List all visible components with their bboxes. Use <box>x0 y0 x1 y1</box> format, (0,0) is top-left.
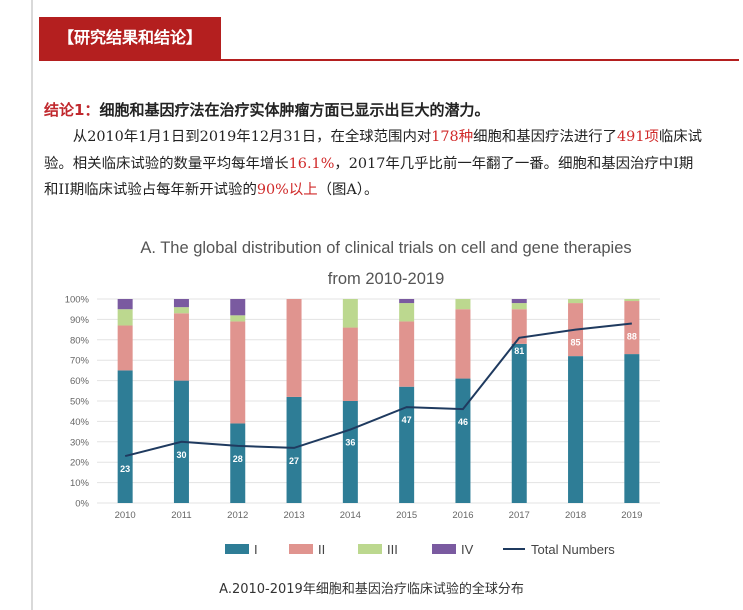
bar-segment-II-2017 <box>511 309 527 344</box>
bar-segment-I-2018 <box>568 356 584 503</box>
legend-label-III: III <box>387 542 398 557</box>
summary-paragraph: 从2010年1月1日到2019年12月31日，在全球范围内对178种细胞和基因疗… <box>44 124 704 204</box>
bar-segment-II-2013 <box>286 299 302 397</box>
para-text-1: 从2010年1月1日到2019年12月31日，在全球范围内对 <box>72 129 432 145</box>
total-data-label: 30 <box>176 450 186 460</box>
y-tick-label: 90% <box>70 315 90 326</box>
y-tick-label: 60% <box>70 376 90 387</box>
chart-title-line2: from 2010-2019 <box>328 270 445 288</box>
bar-segment-II-2012 <box>230 321 246 424</box>
total-data-label: 27 <box>289 456 299 466</box>
bar-segment-III-2011 <box>173 307 189 314</box>
total-numbers-line <box>124 322 632 458</box>
bar-segment-III-2010 <box>117 309 133 326</box>
para-highlight-1: 178种 <box>431 129 474 145</box>
para-text-2: 细胞和基因疗法进行了 <box>473 129 618 145</box>
bar-segment-III-2015 <box>399 303 415 322</box>
y-tick-label: 10% <box>70 478 90 489</box>
bar-segment-IV-2012 <box>230 299 246 316</box>
total-data-label: 47 <box>402 415 412 425</box>
legend-label-II: II <box>318 542 325 557</box>
total-data-label: 36 <box>345 438 355 448</box>
legend-label-IV: IV <box>461 542 474 557</box>
total-data-label: 23 <box>120 464 130 474</box>
para-highlight-3: 16.1% <box>288 155 335 172</box>
bar-segment-I-2014 <box>342 401 358 503</box>
total-data-label: 28 <box>233 454 243 464</box>
bar-segment-III-2018 <box>568 299 584 304</box>
bar-segment-III-2019 <box>624 299 640 302</box>
bar-segment-I-2012 <box>230 423 246 503</box>
legend-swatch-I <box>225 544 249 554</box>
y-tick-label: 30% <box>70 437 90 448</box>
x-tick-label: 2017 <box>509 510 530 521</box>
bar-segment-I-2015 <box>399 386 415 503</box>
legend-label-I: I <box>254 542 258 557</box>
bar-segment-I-2016 <box>455 378 471 503</box>
para-text-5: （图A）。 <box>317 182 379 198</box>
x-tick-label: 2015 <box>396 510 417 521</box>
legend-label-total: Total Numbers <box>531 542 615 557</box>
x-tick-label: 2016 <box>452 510 473 521</box>
x-tick-label: 2013 <box>283 510 304 521</box>
y-tick-label: 100% <box>65 295 90 306</box>
total-data-label: 88 <box>627 331 637 341</box>
para-text-3: 临床试验。相关临床试验的数量平均每年增长 <box>44 129 703 172</box>
legend-swatch-IV <box>432 544 456 554</box>
x-tick-label: 2010 <box>115 510 136 521</box>
legend-swatch-II <box>289 544 313 554</box>
y-tick-label: 70% <box>70 356 90 367</box>
para-text-4: ，2017年几乎比前一年翻了一番。细胞和基因治疗中I期和II期临床试验占每年新开… <box>44 155 694 199</box>
header-underline <box>39 59 739 61</box>
bar-segment-IV-2015 <box>399 299 415 304</box>
bar-segment-I-2017 <box>511 343 527 503</box>
bar-segment-III-2017 <box>511 303 527 310</box>
section-header: 【研究结果和结论】 <box>39 17 221 59</box>
bar-segment-II-2014 <box>342 327 358 401</box>
left-divider <box>31 0 33 610</box>
bar-segment-I-2019 <box>624 354 640 503</box>
bar-segment-IV-2011 <box>173 299 189 308</box>
legend-swatch-III <box>358 544 382 554</box>
conclusion-text: 细胞和基因疗法在治疗实体肿瘤方面已显示出巨大的潜力。 <box>99 101 490 119</box>
para-highlight-2: 491项 <box>617 129 659 145</box>
conclusion-label: 结论1： <box>44 101 100 119</box>
x-tick-label: 2014 <box>340 510 361 521</box>
bar-segment-III-2014 <box>342 299 358 328</box>
x-tick-label: 2019 <box>621 510 642 521</box>
bar-segment-II-2019 <box>624 301 640 355</box>
bar-segment-II-2016 <box>455 309 471 379</box>
x-tick-label: 2011 <box>171 510 191 521</box>
figure-caption: A.2010-2019年细胞和基因治疗临床试验的全球分布 <box>219 582 524 597</box>
bar-segment-II-2011 <box>173 313 189 381</box>
y-tick-label: 0% <box>75 499 89 510</box>
conclusion-heading: 结论1：细胞和基因疗法在治疗实体肿瘤方面已显示出巨大的潜力。 <box>44 99 704 120</box>
bar-segment-I-2013 <box>286 396 302 503</box>
x-tick-label: 2018 <box>565 510 586 521</box>
y-tick-label: 50% <box>70 397 90 408</box>
y-tick-label: 40% <box>70 417 90 428</box>
y-tick-label: 80% <box>70 335 90 346</box>
bar-segment-III-2012 <box>230 315 246 322</box>
x-tick-label: 2012 <box>227 510 248 521</box>
para-highlight-4: 90%以上 <box>256 182 318 198</box>
bar-segment-II-2015 <box>399 321 415 387</box>
bar-segment-IV-2017 <box>511 299 527 304</box>
chart-title-line1: A. The global distribution of clinical t… <box>140 239 631 257</box>
bar-segment-II-2010 <box>117 325 133 371</box>
y-tick-label: 20% <box>70 458 90 469</box>
total-data-label: 46 <box>458 417 468 427</box>
bar-segment-IV-2010 <box>117 299 133 310</box>
total-data-label: 81 <box>514 346 524 356</box>
bar-segment-I-2010 <box>117 370 133 503</box>
total-data-label: 85 <box>571 338 581 348</box>
bar-segment-III-2016 <box>455 299 471 310</box>
